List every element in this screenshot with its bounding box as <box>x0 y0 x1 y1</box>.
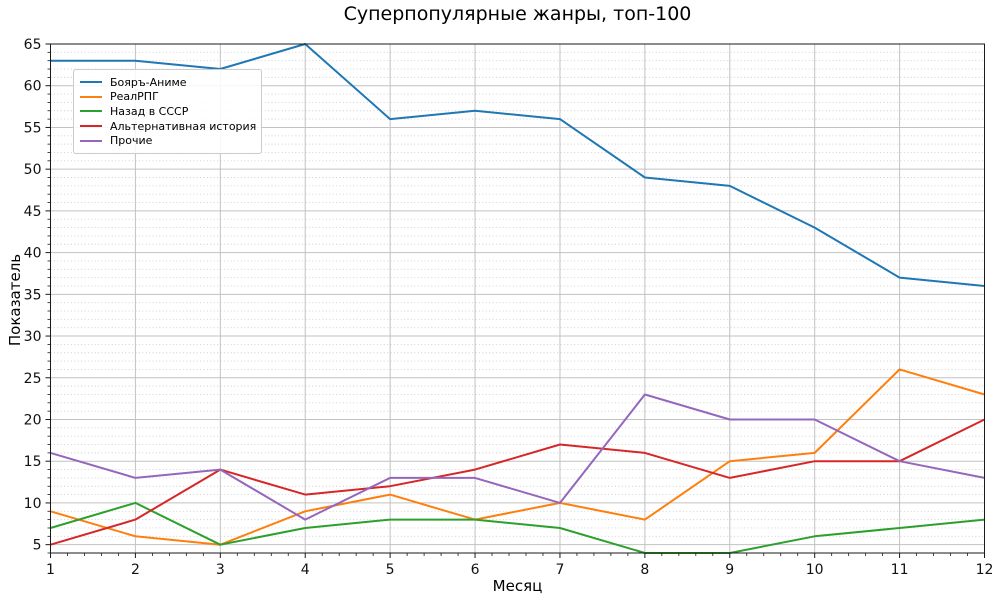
legend: Бояръ-Аниме РеалРПГ Назад в СССР Альтернати… <box>73 69 262 154</box>
y-tick-label: 45 <box>24 204 42 220</box>
x-axis-label: Месяц <box>492 577 543 595</box>
y-tick-label: 20 <box>24 412 42 428</box>
legend-label: Альтернативная история <box>110 119 257 133</box>
plot-border <box>50 43 985 554</box>
y-tick-label: 25 <box>24 371 42 387</box>
y-tick-label: 50 <box>24 162 42 178</box>
y-tick-label: 65 <box>24 37 42 53</box>
y-tick-label: 15 <box>24 454 42 470</box>
legend-line-swatch <box>80 81 102 84</box>
x-tick-label: 7 <box>555 562 564 578</box>
legend-item: РеалРПГ <box>80 90 255 105</box>
x-tick-label: 8 <box>640 562 649 578</box>
y-tick-label: 5 <box>33 538 42 554</box>
legend-label: Прочие <box>110 134 153 148</box>
x-tick-label: 2 <box>131 562 140 578</box>
series-line-0 <box>50 43 985 287</box>
legend-item: Бояръ-Аниме <box>80 75 255 90</box>
legend-item: Прочие <box>80 133 255 148</box>
legend-label: Назад в СССР <box>110 104 189 118</box>
x-tick-label: 3 <box>216 562 225 578</box>
x-tick-label: 11 <box>891 562 909 578</box>
x-tick-label: 9 <box>725 562 734 578</box>
y-tick-label: 35 <box>24 287 42 303</box>
x-tick-label: 4 <box>301 562 310 578</box>
y-tick-label: 55 <box>24 120 42 136</box>
legend-item: Назад в СССР <box>80 104 255 119</box>
legend-line-swatch <box>80 95 102 98</box>
x-tick-label: 1 <box>46 562 55 578</box>
x-tick-label: 6 <box>471 562 480 578</box>
legend-label: РеалРПГ <box>110 90 159 104</box>
y-tick-label: 40 <box>24 246 42 262</box>
x-tick-label: 10 <box>806 562 824 578</box>
chart-title: Суперпопулярные жанры, топ-100 <box>343 3 692 25</box>
legend-line-swatch <box>80 110 102 113</box>
x-tick-label: 12 <box>976 562 994 578</box>
legend-line-swatch <box>80 125 102 128</box>
series-line-3 <box>50 418 985 546</box>
legend-line-swatch <box>80 139 102 142</box>
legend-label: Бояръ-Аниме <box>110 75 187 89</box>
y-tick-label: 30 <box>24 329 42 345</box>
y-tick-label: 60 <box>24 79 42 95</box>
legend-item: Альтернативная история <box>80 119 257 134</box>
y-tick-label: 10 <box>24 496 42 512</box>
series-line-2 <box>50 501 985 554</box>
x-tick-label: 5 <box>386 562 395 578</box>
series-line-1 <box>50 368 985 546</box>
series-line-4 <box>50 393 985 521</box>
